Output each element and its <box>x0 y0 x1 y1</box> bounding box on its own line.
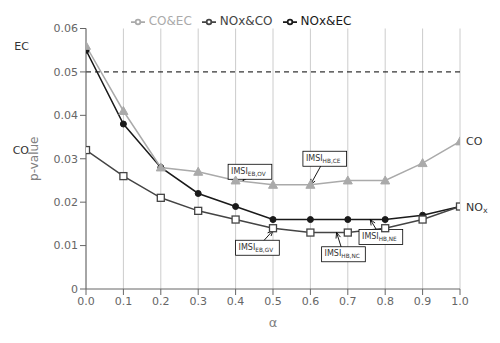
html-text:NOx&EC: NOx&EC <box>300 14 352 28</box>
svg-text:CO: CO <box>12 143 29 157</box>
svg-text:0.06: 0.06 <box>54 22 79 35</box>
svg-text:0: 0 <box>71 283 78 296</box>
svg-text:IMSIEB,GV: IMSIEB,GV <box>239 242 274 252</box>
html-text:NOx&CO: NOx&CO <box>219 14 273 28</box>
svg-text:0.03: 0.03 <box>54 153 79 166</box>
svg-text:0.3: 0.3 <box>189 295 207 308</box>
svg-text:0.0: 0.0 <box>77 295 95 308</box>
svg-text:0.2: 0.2 <box>152 295 170 308</box>
svg-text:0.02: 0.02 <box>54 196 79 209</box>
svg-text:0.5: 0.5 <box>264 295 282 308</box>
svg-text:0.7: 0.7 <box>339 295 357 308</box>
html-text:CO&EC: CO&EC <box>148 14 192 28</box>
svg-text:0.04: 0.04 <box>54 109 79 122</box>
svg-text:IMSIHB,CE: IMSIHB,CE <box>306 153 341 163</box>
svg-text:0.4: 0.4 <box>227 295 245 308</box>
svg-text:1.0: 1.0 <box>451 295 469 308</box>
svg-text:0.9: 0.9 <box>414 295 432 308</box>
svg-text:0.6: 0.6 <box>302 295 320 308</box>
svg-text:CO: CO <box>466 135 483 148</box>
svg-text:0.01: 0.01 <box>54 239 79 252</box>
svg-text:IMSIHB,NC: IMSIHB,NC <box>325 249 360 259</box>
svg-text:0.8: 0.8 <box>376 295 394 308</box>
svg-text:NOx: NOx <box>466 200 488 215</box>
svg-text:α: α <box>269 315 278 330</box>
svg-text:0.05: 0.05 <box>54 66 79 79</box>
svg-text:IMSIHB,NE: IMSIHB,NE <box>362 231 397 241</box>
svg-text:IMSIEB,OV: IMSIEB,OV <box>231 166 266 176</box>
svg-text:0.1: 0.1 <box>115 295 133 308</box>
svg-text:p-value: p-value <box>27 137 41 181</box>
svg-text:EC: EC <box>14 39 29 52</box>
